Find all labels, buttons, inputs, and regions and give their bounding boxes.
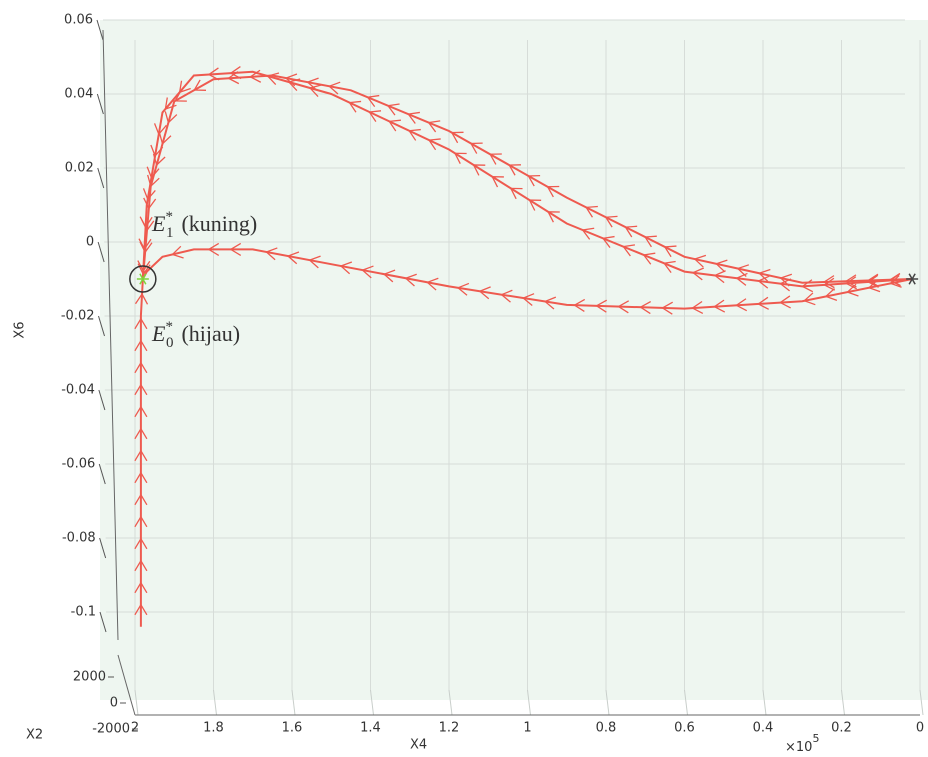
plot-background (100, 20, 928, 700)
annotation-text: (hijau) (181, 321, 240, 346)
y-tick-label: -0.06 (62, 457, 96, 472)
annotation-superscript: * (165, 209, 173, 225)
x-tick-label: 0.8 (596, 721, 617, 736)
x-tick-label: 0 (916, 721, 924, 736)
chart: -2000 0 2000 -0.1 -0.08 -0.06 -0.04 -0.02 0 0.02 0… (0, 0, 928, 757)
x-tick-label: 0.6 (674, 721, 695, 736)
z-axis-label: X2 (26, 728, 43, 743)
x-tick-label: 0.2 (831, 721, 852, 736)
z-tick-label: 0 (110, 696, 118, 711)
x-tick-label: 1.8 (203, 721, 224, 736)
x-tick-label: 1.6 (282, 721, 303, 736)
y-tick-label: 0.02 (65, 161, 94, 176)
x-multiplier-exponent: 5 (812, 732, 819, 745)
annotation-superscript: * (165, 319, 173, 335)
z-tick-label: 2000 (73, 670, 106, 685)
y-tick-label: -0.02 (61, 309, 95, 324)
x-multiplier: ×105 (785, 732, 819, 755)
x-tick-label: 1.2 (439, 721, 460, 736)
x-multiplier-base: ×10 (785, 740, 812, 755)
y-tick-label: -0.04 (61, 383, 95, 398)
page: -2000 0 2000 -0.1 -0.08 -0.06 -0.04 -0.02 0 0.02 0… (0, 0, 928, 757)
x-tick-label: 1.4 (360, 721, 381, 736)
x-tick-label: 0.4 (753, 721, 774, 736)
annotation-symbol: E (151, 321, 166, 346)
annotation-subscript: 1 (166, 225, 174, 241)
y-tick-label: 0.04 (64, 87, 93, 102)
annotation-text: (kuning) (181, 211, 257, 236)
z-tick-label: -2000 (92, 722, 130, 737)
y-axis-label: X6 (13, 321, 28, 338)
annotation-subscript: 0 (166, 335, 174, 351)
x-tick-label: 2 (131, 721, 139, 736)
y-tick-label: 0 (86, 235, 94, 250)
annotation-symbol: E (151, 211, 166, 236)
x-axis-label: X4 (410, 738, 427, 753)
y-tick-label: -0.08 (62, 531, 96, 546)
x-tick-label: 1 (523, 721, 531, 736)
y-tick-label: 0.06 (64, 13, 93, 28)
y-tick-label: -0.1 (71, 605, 96, 620)
